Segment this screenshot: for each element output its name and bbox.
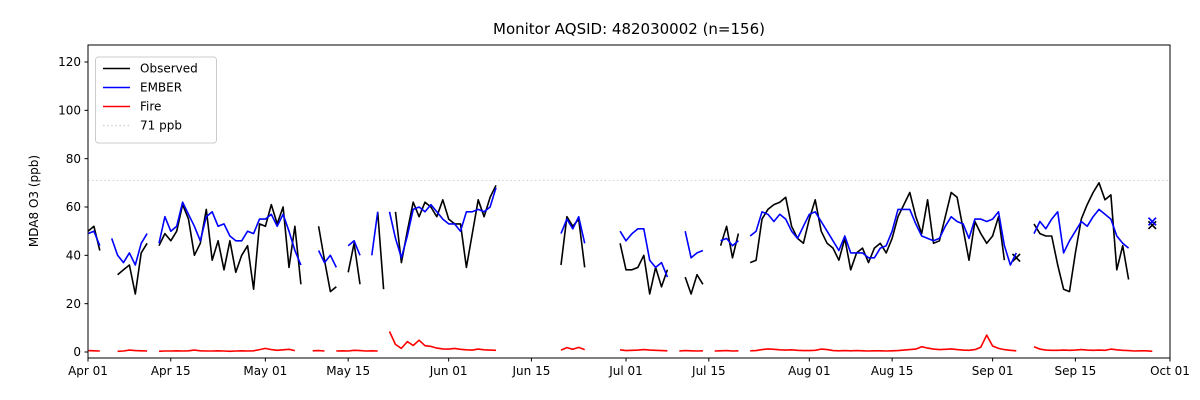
x-tick-label: May 01 [243, 364, 287, 378]
legend-label: Observed [140, 62, 198, 76]
axes-group: Apr 01 Apr 15 May 01 May 15 Jun 01 Jun 15 Jul … [58, 44, 1190, 378]
legend-label: EMBER [140, 81, 182, 95]
x-tick-label: Jun 01 [429, 364, 468, 378]
x-tick-label: Apr 15 [151, 364, 191, 378]
series-group [87, 182, 1157, 353]
legend: Observed EMBER Fire 71 ppb [95, 56, 217, 144]
y-axis-label: MDA8 O3 (ppb) [27, 155, 41, 247]
y-tick-label: 60 [66, 200, 81, 214]
series-observed [87, 182, 1157, 295]
x-tick-label: Sep 01 [972, 364, 1014, 378]
y-tick-label: 0 [73, 345, 81, 359]
isolated-point-x-marker [1147, 217, 1157, 226]
y-tick-label: 100 [58, 104, 81, 118]
y-tick-label: 40 [66, 249, 81, 263]
legend-label: Fire [140, 100, 161, 114]
x-tick-label: Jun 15 [512, 364, 551, 378]
series-fire [87, 331, 1153, 353]
series-ember [87, 187, 1157, 278]
legend-label: 71 ppb [140, 119, 182, 133]
isolated-point-x-marker [1147, 220, 1157, 230]
y-tick-label: 80 [66, 152, 81, 166]
x-tick-label: Aug 01 [788, 364, 831, 378]
x-tick-label: Jul 15 [691, 364, 726, 378]
x-tick-label: Aug 15 [871, 364, 914, 378]
x-tick-label: Sep 15 [1055, 364, 1097, 378]
chart-title: Monitor AQSID: 482030002 (n=156) [493, 20, 765, 38]
y-tick-label: 20 [66, 297, 81, 311]
plot-border [87, 44, 1171, 359]
x-tick-label: Oct 01 [1150, 364, 1190, 378]
legend-box [95, 56, 217, 144]
y-tick-label: 120 [58, 55, 81, 69]
isolated-point-x-marker [1011, 253, 1021, 263]
x-tick-label: Apr 01 [68, 364, 108, 378]
x-tick-label: May 15 [326, 364, 370, 378]
x-tick-label: Jul 01 [608, 364, 643, 378]
